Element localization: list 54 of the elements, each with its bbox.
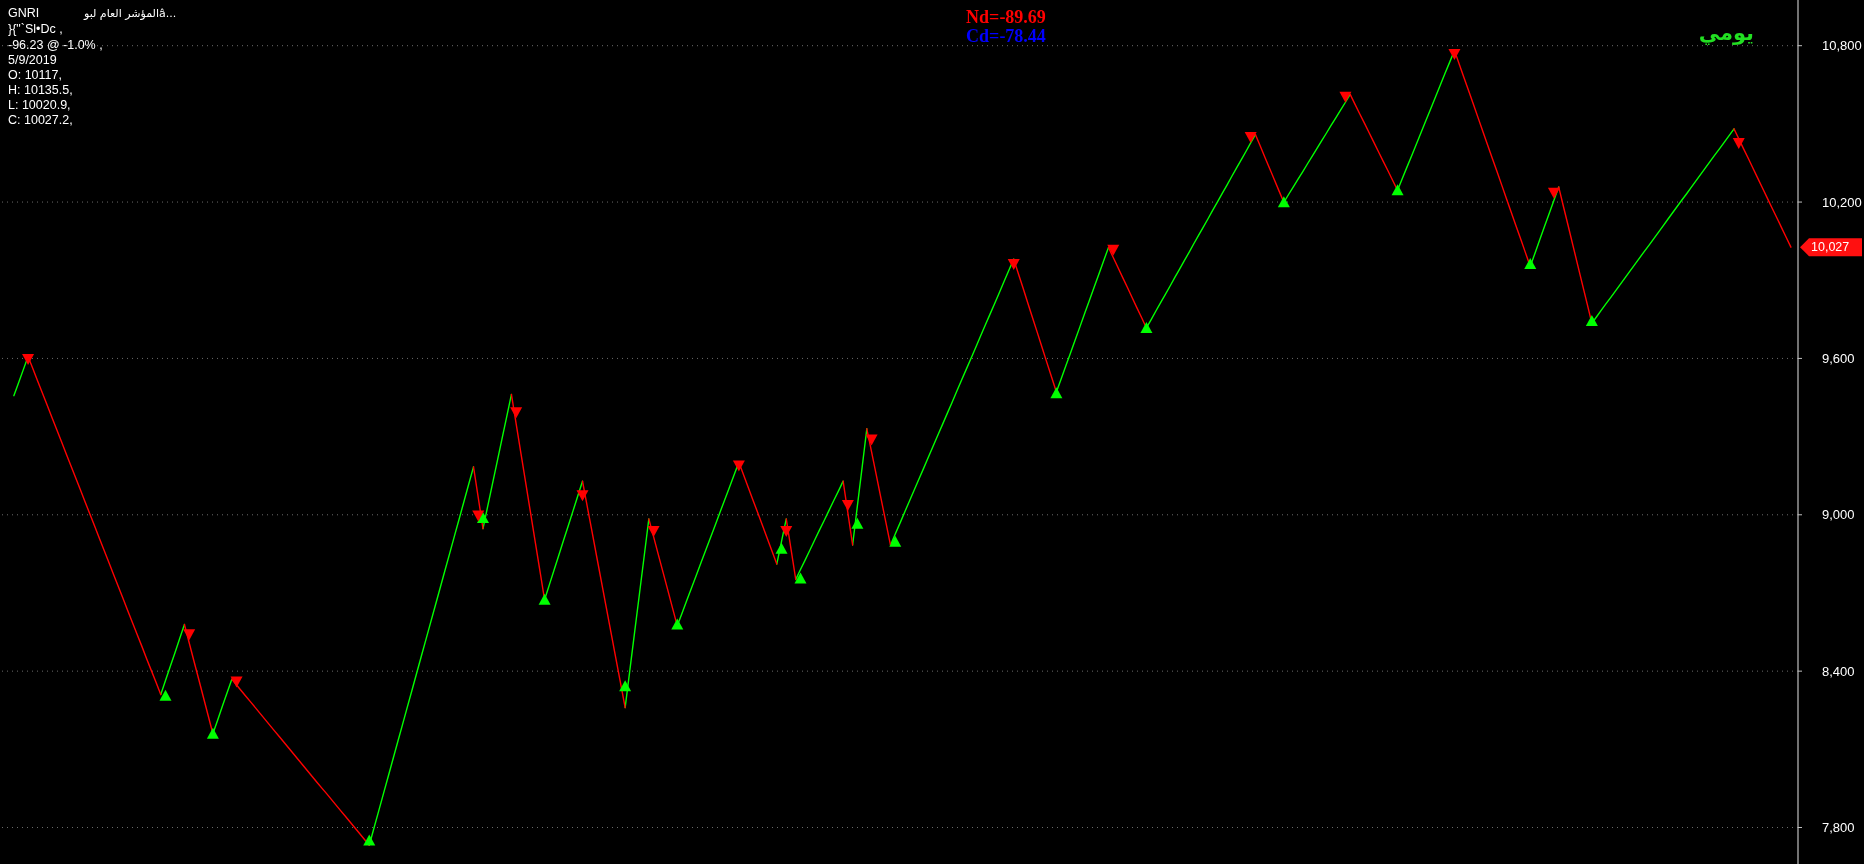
point xyxy=(1524,258,1537,270)
point xyxy=(1585,314,1598,326)
annotation: Nd=-89.69 xyxy=(966,7,1046,27)
text: 10,027 xyxy=(1811,240,1850,255)
y-tick-label: 9,600 xyxy=(1822,350,1855,366)
point xyxy=(1244,131,1257,143)
point xyxy=(1732,137,1745,149)
point xyxy=(647,525,660,537)
point xyxy=(732,460,745,472)
point xyxy=(775,542,788,554)
annotation: L: 10020.9, xyxy=(8,98,71,112)
point xyxy=(1140,321,1153,333)
point xyxy=(183,629,196,641)
point xyxy=(794,572,807,584)
point xyxy=(619,680,632,692)
point xyxy=(576,490,589,502)
point xyxy=(363,834,376,846)
point xyxy=(1107,244,1120,256)
y-tick-label: 9,000 xyxy=(1822,507,1855,523)
annotation: المؤشر العام لبوâ... xyxy=(83,6,177,20)
annotation: H: 10135.5, xyxy=(8,83,73,97)
point xyxy=(230,676,243,688)
point xyxy=(865,434,878,446)
point xyxy=(476,511,489,523)
y-tick-label: 7,800 xyxy=(1822,820,1855,836)
y-tick-label: 10,200 xyxy=(1822,194,1862,210)
point xyxy=(159,689,172,701)
y-tick-label: 10,800 xyxy=(1822,38,1862,54)
annotation: C: 10027.2, xyxy=(8,113,73,127)
annotation: }{"`Sl•Dc , xyxy=(8,22,63,36)
annotation: يومي xyxy=(1698,21,1754,45)
point xyxy=(1339,91,1352,103)
point xyxy=(671,618,684,630)
point xyxy=(1391,184,1404,196)
point xyxy=(1277,196,1290,208)
point xyxy=(472,510,485,522)
point xyxy=(538,593,551,605)
annotation: O: 10117, xyxy=(8,68,62,82)
point xyxy=(1547,187,1560,199)
point xyxy=(22,353,35,365)
point xyxy=(1050,387,1063,399)
point xyxy=(851,517,864,529)
annotation: 5/9/2019 xyxy=(8,53,57,67)
point xyxy=(780,525,793,537)
annotation: Cd=-78.44 xyxy=(966,26,1046,46)
y-tick-label: 8,400 xyxy=(1822,663,1855,679)
annotation: -96.23 @ -1.0% , xyxy=(8,38,103,52)
point xyxy=(889,535,902,547)
point xyxy=(1448,49,1461,61)
point xyxy=(510,407,523,419)
point xyxy=(1007,259,1020,271)
point xyxy=(841,499,854,511)
annotation: GNRI xyxy=(8,6,40,20)
point xyxy=(206,727,219,739)
